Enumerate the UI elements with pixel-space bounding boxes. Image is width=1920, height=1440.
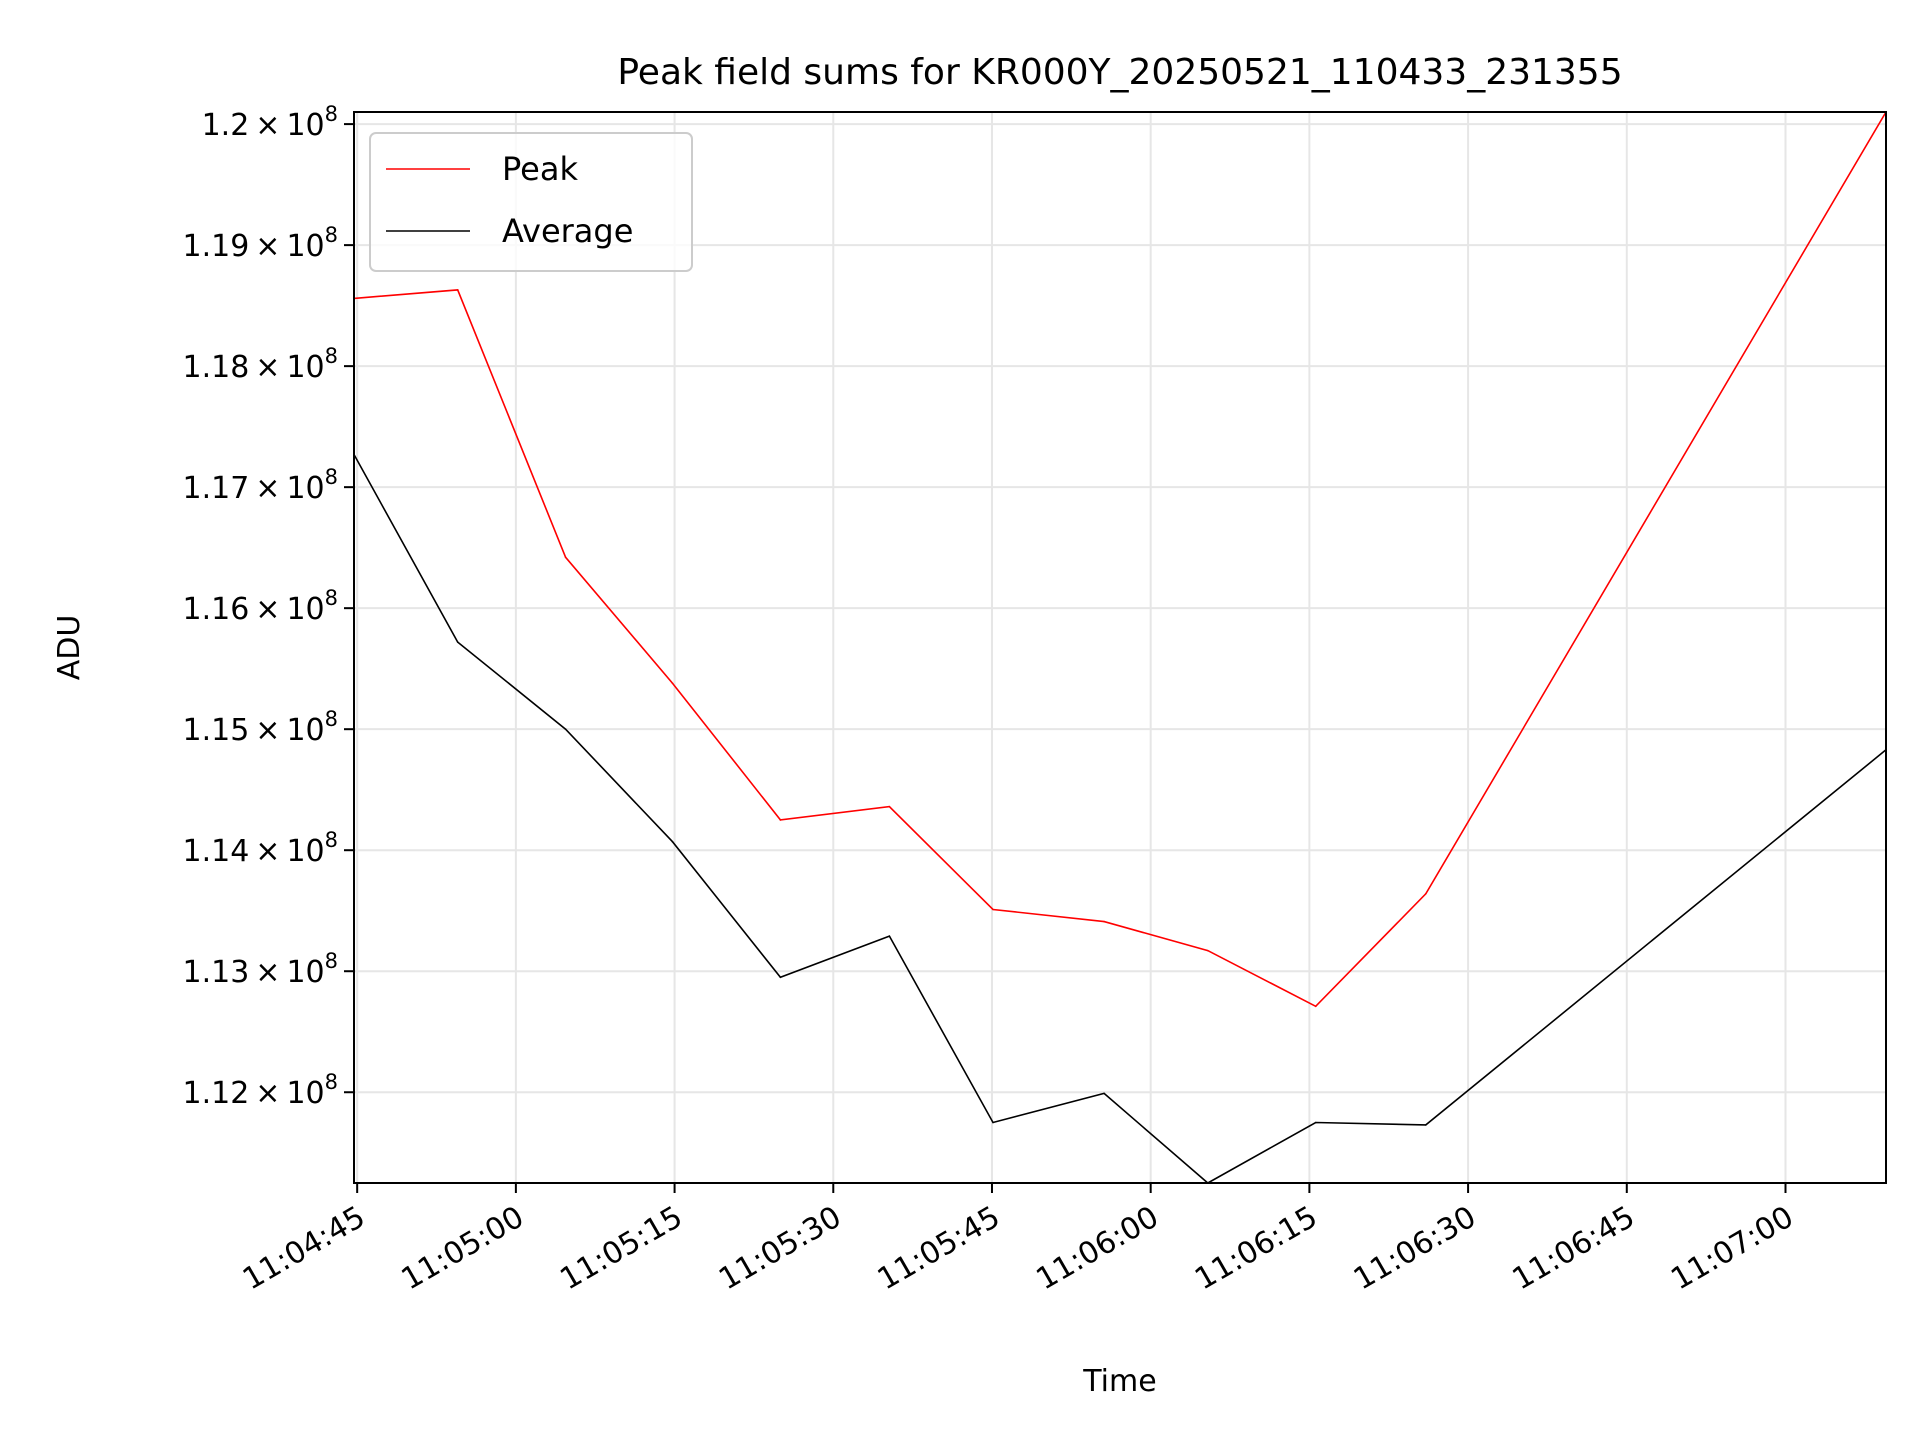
data-point-average [564,728,567,730]
data-point-peak [1103,920,1105,923]
data-point-peak [456,289,459,291]
grid [354,112,1886,1183]
y-tick-mantissa: 1.18 [183,350,250,385]
data-point-average [992,1121,994,1124]
y-tick-label: 1.19 × 108 [183,223,339,264]
data-point-average [671,840,674,843]
y-tick-times: × [255,592,280,627]
y-tick-label: 1.15 × 108 [183,707,339,748]
y-tick-base: 10 [286,471,324,506]
data-point-peak [671,682,674,684]
y-tick-mantissa: 1.15 [183,713,250,748]
y-tick-times: × [255,834,280,869]
y-tick-exponent: 8 [325,586,338,610]
y-tick-exponent: 8 [325,949,338,973]
y-tick-exponent: 8 [325,344,338,368]
y-tick-exponent: 8 [325,707,338,731]
x-axis-title: Time [1082,1364,1156,1399]
series-line-peak [353,111,1887,1008]
y-tick-times: × [255,713,280,748]
y-tick-label: 1.13 × 108 [183,949,339,990]
y-tick-base: 10 [286,108,324,143]
data-point-average [456,641,459,643]
y-tick-times: × [255,108,280,143]
y-tick-label: 1.16 × 108 [183,586,339,627]
data-point-average [1103,1092,1105,1095]
y-tick-exponent: 8 [325,828,338,852]
legend-label-peak: Peak [502,150,578,188]
y-tick-mantissa: 1.2 [202,108,250,143]
series-line-average [353,454,1887,1184]
series-lines [353,111,1887,1184]
y-tick-label: 1.17 × 108 [183,465,339,506]
data-point-average [779,976,782,979]
y-tick-mantissa: 1.16 [183,592,250,627]
y-tick-exponent: 8 [325,465,338,489]
data-point-peak [1314,1005,1317,1008]
data-point-peak [1207,949,1209,952]
y-tick-base: 10 [286,592,324,627]
y-tick-times: × [255,471,280,506]
y-tick-label: 1.12 × 108 [183,1070,339,1111]
y-tick-label: 1.2 × 108 [202,102,338,143]
chart-title: Peak field sums for KR000Y_20250521_1104… [617,52,1622,93]
y-tick-exponent: 8 [325,1070,338,1094]
legend: Peak Average [369,132,693,272]
y-tick-mantissa: 1.17 [183,471,250,506]
y-tick-base: 10 [286,350,324,385]
data-point-peak [992,908,994,911]
y-tick-exponent: 8 [325,223,338,247]
data-point-peak [888,805,891,808]
data-point-peak [1424,892,1427,895]
data-point-average [1314,1121,1317,1124]
y-tick-mantissa: 1.14 [183,834,250,869]
y-tick-times: × [255,229,280,264]
data-point-average [888,935,891,937]
data-point-average [1424,1124,1427,1126]
y-tick-base: 10 [286,229,324,264]
y-tick-mantissa: 1.19 [183,229,250,264]
y-tick-times: × [255,350,280,385]
y-tick-base: 10 [286,713,324,748]
legend-box [369,132,693,272]
y-tick-base: 10 [286,1076,324,1111]
y-tick-times: × [255,955,280,990]
y-tick-mantissa: 1.13 [183,955,250,990]
plot-frame [353,111,1887,1184]
y-axis-title: ADU [52,615,87,681]
y-tick-times: × [255,1076,280,1111]
y-tick-base: 10 [286,955,324,990]
y-tick-base: 10 [286,834,324,869]
legend-label-average: Average [502,212,633,250]
y-tick-label: 1.14 × 108 [183,828,339,869]
y-tick-mantissa: 1.12 [183,1076,250,1111]
data-point-peak [564,556,567,559]
y-tick-label: 1.18 × 108 [183,344,339,385]
y-tick-exponent: 8 [325,102,338,126]
data-point-peak [779,819,782,821]
